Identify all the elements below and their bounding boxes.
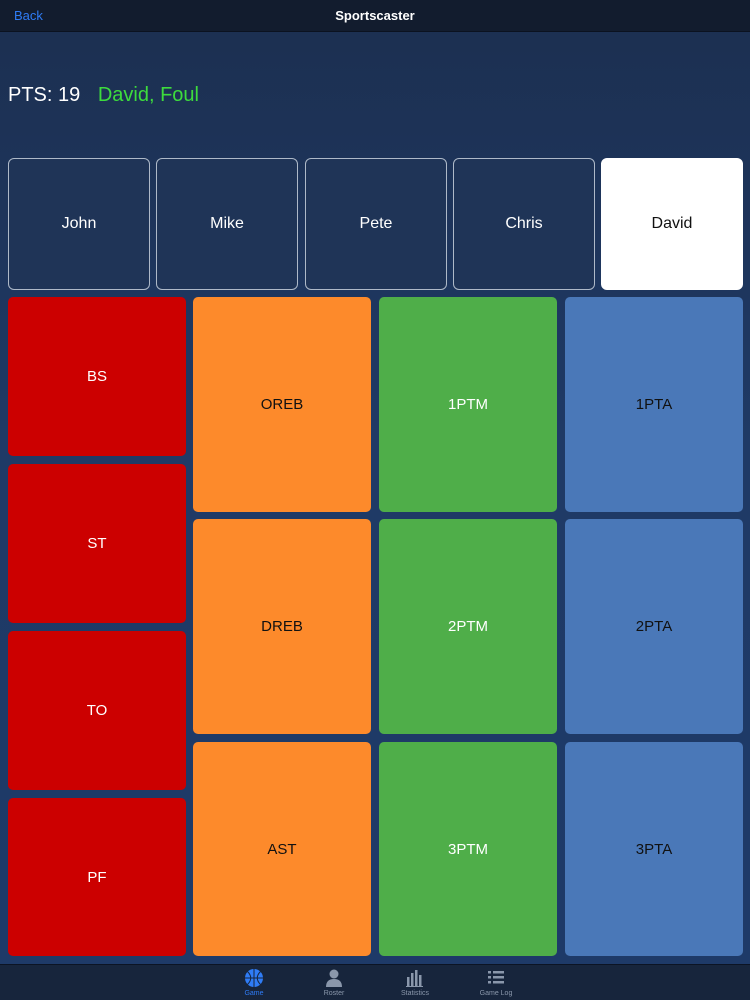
- player-name: Pete: [359, 215, 393, 232]
- back-button[interactable]: Back: [14, 8, 43, 23]
- tab-roster[interactable]: Roster: [299, 967, 369, 997]
- tab-statistics[interactable]: Statistics: [380, 967, 450, 997]
- two-point-attempt-button[interactable]: 2PTA: [565, 519, 743, 734]
- turnover-button[interactable]: TO: [8, 631, 186, 790]
- three-point-made-button[interactable]: 3PTM: [379, 742, 557, 956]
- one-point-made-button[interactable]: 1PTM: [379, 297, 557, 512]
- player-name: David: [651, 215, 693, 232]
- basketball-icon: [245, 969, 263, 987]
- block-shot-button[interactable]: BS: [8, 297, 186, 456]
- tab-label: Statistics: [400, 990, 429, 997]
- action-label: AST: [267, 840, 297, 858]
- game-status: PTS: 19 David, Foul: [8, 84, 199, 107]
- person-icon: [326, 969, 342, 987]
- player-button-john[interactable]: John: [8, 158, 150, 290]
- action-label: OREB: [260, 396, 304, 413]
- action-label: 1PTA: [635, 396, 673, 413]
- tab-label: Roster: [323, 990, 345, 997]
- offensive-rebound-button[interactable]: OREB: [193, 297, 371, 512]
- tab-bar: Game Roster Statistics Game Log: [0, 964, 750, 1000]
- two-point-made-button[interactable]: 2PTM: [379, 519, 557, 734]
- action-label: 1PTM: [447, 396, 488, 413]
- assist-button[interactable]: AST: [193, 742, 371, 956]
- one-point-attempt-button[interactable]: 1PTA: [565, 297, 743, 512]
- last-event-display: David, Foul: [97, 84, 199, 106]
- tab-label: Game Log: [479, 990, 513, 997]
- action-label: 3PTA: [635, 840, 673, 858]
- tab-label: Game: [244, 990, 264, 997]
- three-point-attempt-button[interactable]: 3PTA: [565, 742, 743, 956]
- player-button-chris[interactable]: Chris: [453, 158, 595, 290]
- player-name: Chris: [505, 215, 543, 232]
- player-button-pete[interactable]: Pete: [305, 158, 447, 290]
- player-button-david[interactable]: David: [601, 158, 743, 290]
- action-label: 2PTM: [447, 618, 488, 635]
- action-label: BS: [86, 368, 107, 385]
- action-label: ST: [87, 535, 107, 552]
- bar-chart-icon: [406, 970, 423, 987]
- action-label: TO: [86, 702, 108, 719]
- action-label: 3PTM: [447, 840, 488, 858]
- player-name: Mike: [210, 215, 244, 232]
- navigation-bar: Back Sportscaster: [0, 0, 750, 32]
- tab-game[interactable]: Game: [219, 967, 289, 997]
- action-label: DREB: [261, 618, 303, 635]
- player-name: John: [61, 215, 97, 232]
- player-button-mike[interactable]: Mike: [156, 158, 298, 290]
- action-label: 2PTA: [635, 618, 673, 635]
- points-display: PTS: 19: [8, 84, 81, 106]
- action-label: PF: [87, 868, 107, 886]
- defensive-rebound-button[interactable]: DREB: [193, 519, 371, 734]
- tab-game-log[interactable]: Game Log: [461, 967, 531, 997]
- steal-button[interactable]: ST: [8, 464, 186, 623]
- personal-foul-button[interactable]: PF: [8, 798, 186, 956]
- list-icon: [488, 971, 504, 984]
- page-title: Sportscaster: [335, 8, 415, 23]
